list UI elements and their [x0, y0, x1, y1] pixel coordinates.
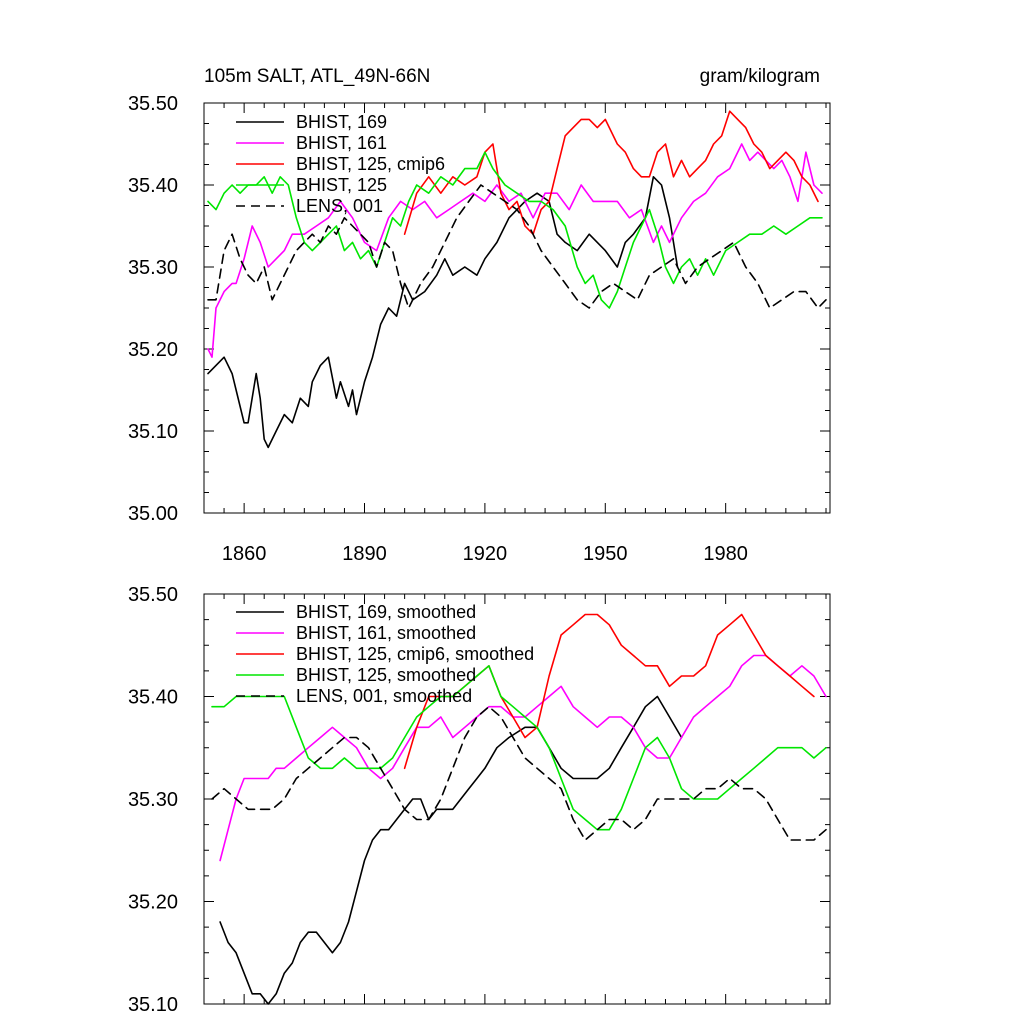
series-line-5	[207, 184, 827, 309]
y-tick-label: 35.30	[128, 789, 178, 811]
legend-label-4: BHIST, 125	[296, 175, 387, 195]
legend-label-5: LENS, 001, smoothed	[296, 686, 472, 706]
series-line-3	[403, 110, 819, 235]
y-tick-label: 35.20	[128, 892, 178, 914]
y-tick-label: 35.50	[128, 93, 178, 115]
y-tick-label: 35.40	[128, 687, 178, 709]
y-tick-label: 35.50	[128, 584, 178, 606]
bottom-panel: 35.10 35.20 35.30 35.40 35.50 BHIST, 169, smo…	[128, 584, 831, 1016]
x-tick-label: 1950	[583, 543, 628, 565]
series-line-2	[207, 143, 823, 359]
legend-label-5: LENS, 001	[296, 196, 383, 216]
x-tick-label: 1890	[342, 543, 387, 565]
x-tick-label: 1920	[463, 543, 508, 565]
chart-title: 105m SALT, ATL_49N-66N	[204, 66, 430, 87]
top-panel: 35.00 35.10 35.20 35.30 35.40 35.50 1860 1890 19…	[128, 93, 831, 565]
legend-label-4: BHIST, 125, smoothed	[296, 665, 476, 685]
y-tick-label: 35.30	[128, 257, 178, 279]
legend-label-2: BHIST, 161, smoothed	[296, 623, 476, 643]
y-tick-label: 35.40	[128, 175, 178, 197]
series-line-4	[207, 151, 823, 309]
x-tick-label: 1860	[222, 543, 267, 565]
legend-label-3: BHIST, 125, cmip6	[296, 154, 445, 174]
y-tick-label: 35.20	[128, 339, 178, 361]
legend-label-2: BHIST, 161	[296, 133, 387, 153]
legend-label-3: BHIST, 125, cmip6, smoothed	[296, 644, 534, 664]
series-line-5	[211, 705, 827, 841]
legend-label-1: BHIST, 169, smoothed	[296, 602, 476, 622]
y-tick-label: 35.10	[128, 994, 178, 1016]
series-line-1	[207, 176, 679, 449]
y-tick-label: 35.00	[128, 503, 178, 525]
x-tick-label: 1980	[703, 543, 748, 565]
legend-label-1: BHIST, 169	[296, 112, 387, 132]
y-tick-label: 35.10	[128, 421, 178, 443]
series-line-1	[219, 695, 683, 1005]
units-label: gram/kilogram	[700, 66, 820, 87]
series-line-2	[219, 654, 827, 862]
